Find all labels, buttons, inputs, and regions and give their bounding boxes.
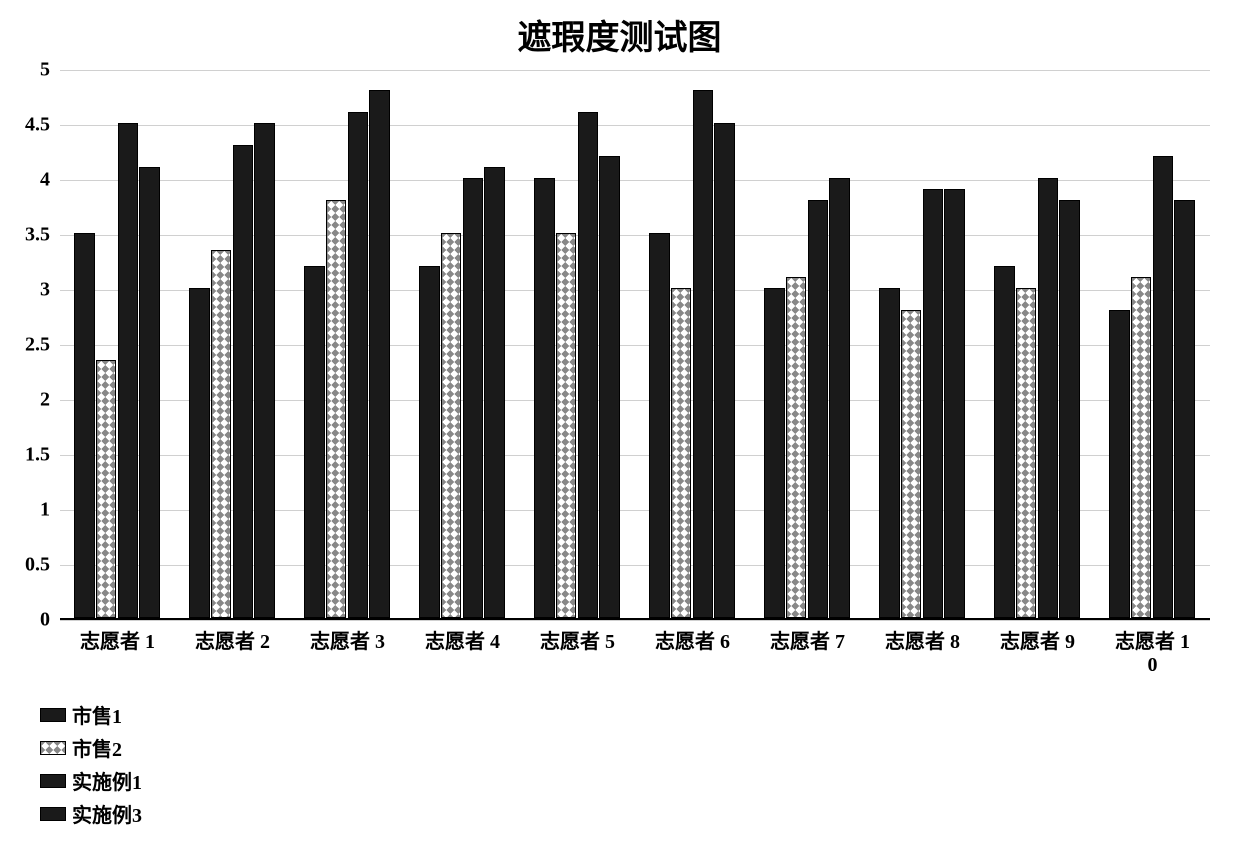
chart-container: 遮瑕度测试图 00.511.522.533.544.55 志愿者 1志愿者 2志…	[0, 0, 1239, 862]
bar	[901, 310, 921, 618]
bar	[944, 189, 964, 618]
x-tick-label: 志愿者 2	[195, 625, 270, 654]
bar	[484, 167, 504, 618]
y-tick-label: 4	[40, 169, 50, 192]
bar	[326, 200, 346, 618]
bar	[189, 288, 209, 618]
legend-label: 市售2	[72, 733, 122, 762]
x-tick-label: 志愿者 6	[655, 625, 730, 654]
bar	[879, 288, 899, 618]
y-tick-label: 3.5	[25, 224, 50, 247]
y-tick-label: 5	[40, 59, 50, 82]
bar	[1059, 200, 1079, 618]
bar	[139, 167, 159, 618]
bar	[441, 233, 461, 618]
bar	[348, 112, 368, 618]
bar	[671, 288, 691, 618]
x-tick-label: 志愿者 1	[80, 625, 155, 654]
x-tick-label: 志愿者 7	[770, 625, 845, 654]
legend-item: 实施例1	[40, 766, 142, 795]
plot-area	[60, 70, 1210, 620]
legend-swatch	[40, 708, 66, 722]
gridline	[60, 620, 1210, 621]
x-tick-label: 志愿者 4	[425, 625, 500, 654]
y-tick-label: 2	[40, 389, 50, 412]
y-tick-label: 4.5	[25, 114, 50, 137]
bar	[599, 156, 619, 618]
bar	[556, 233, 576, 618]
bar	[808, 200, 828, 618]
bars-layer	[60, 70, 1210, 618]
bar	[578, 112, 598, 618]
legend-item: 实施例3	[40, 799, 142, 828]
legend-swatch	[40, 741, 66, 755]
y-tick-label: 3	[40, 279, 50, 302]
bar	[693, 90, 713, 618]
legend-swatch	[40, 774, 66, 788]
x-tick-label: 志愿者 5	[540, 625, 615, 654]
x-axis: 志愿者 1 志愿者 2 志愿者 3 志愿者 4 志愿者 5 志愿者 6 志愿者 7 志愿者 8…	[60, 625, 1210, 675]
bar	[1174, 200, 1194, 618]
legend-item: 市售2	[40, 733, 142, 762]
y-axis: 00.511.522.533.544.55	[0, 70, 55, 620]
bar	[764, 288, 784, 618]
bar	[304, 266, 324, 618]
bar	[419, 266, 439, 618]
legend-item: 市售1	[40, 700, 142, 729]
x-tick-label: 志愿者 9	[1000, 625, 1075, 654]
bar	[534, 178, 554, 618]
bar	[74, 233, 94, 618]
bar	[923, 189, 943, 618]
y-tick-label: 0.5	[25, 554, 50, 577]
bar	[96, 360, 116, 619]
bar	[714, 123, 734, 618]
x-tick-label: 志愿者 3	[310, 625, 385, 654]
bar	[1016, 288, 1036, 618]
y-tick-label: 1	[40, 499, 50, 522]
bar	[1038, 178, 1058, 618]
bar	[1131, 277, 1151, 618]
bar	[254, 123, 274, 618]
legend-label: 市售1	[72, 700, 122, 729]
bar	[1109, 310, 1129, 618]
legend-label: 实施例3	[72, 799, 142, 828]
bar	[211, 250, 231, 619]
bar	[786, 277, 806, 618]
y-tick-label: 0	[40, 609, 50, 632]
legend-label: 实施例1	[72, 766, 142, 795]
x-tick-label: 志愿者 8	[885, 625, 960, 654]
bar	[233, 145, 253, 618]
bar	[118, 123, 138, 618]
y-tick-label: 1.5	[25, 444, 50, 467]
bar	[829, 178, 849, 618]
bar	[1153, 156, 1173, 618]
x-tick-label: 志愿者 1 0	[1115, 625, 1190, 677]
y-tick-label: 2.5	[25, 334, 50, 357]
legend: 市售1 市售2 实施例1 实施例3	[40, 700, 142, 832]
bar	[994, 266, 1014, 618]
bar	[369, 90, 389, 618]
legend-swatch	[40, 807, 66, 821]
bar	[649, 233, 669, 618]
bar	[463, 178, 483, 618]
chart-title: 遮瑕度测试图	[0, 10, 1239, 59]
